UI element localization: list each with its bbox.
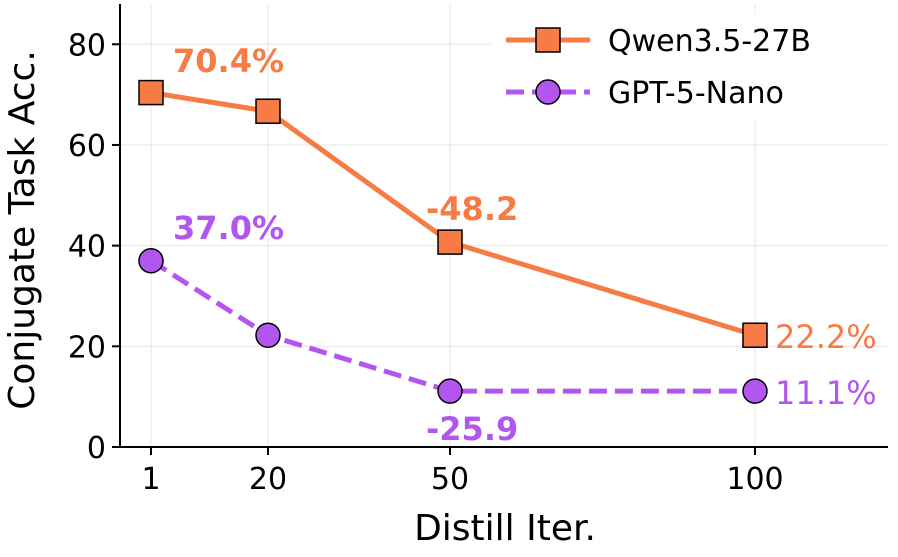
y-tick-label-60: 60 xyxy=(68,129,106,164)
data-point-qwen3-5-27b-100 xyxy=(742,322,768,348)
annotation-gpt-drop: -25.9 xyxy=(426,410,518,448)
legend-marker-gpt xyxy=(535,79,561,105)
series-line-qwen3-5-27b xyxy=(150,90,756,338)
axes: 0 20 40 60 80 1 20 50 100 xyxy=(68,4,888,497)
data-point-qwen3-5-27b-20 xyxy=(255,98,281,124)
data-point-qwen3-5-27b-50 xyxy=(437,229,463,255)
series-line-gpt-5-nano xyxy=(149,258,755,394)
x-tick-label-100: 100 xyxy=(726,462,783,497)
x-tick-label-50: 50 xyxy=(431,462,469,497)
annotations: 70.4% -48.2 22.2% 37.0% -25.9 11.1% xyxy=(173,42,877,448)
y-tick-label-0: 0 xyxy=(87,431,106,466)
annotation-gpt-end: 11.1% xyxy=(775,374,877,412)
data-point-qwen3-5-27b-1 xyxy=(138,79,164,106)
data-point-gpt-5-nano-100 xyxy=(742,378,768,404)
data-point-gpt-5-nano-20 xyxy=(255,322,281,348)
annotation-qwen-end: 22.2% xyxy=(775,318,877,356)
x-tick-label-20: 20 xyxy=(249,462,287,497)
legend: Qwen3.5-27B GPT-5-Nano xyxy=(490,10,888,120)
y-tick-label-20: 20 xyxy=(68,330,106,365)
x-tick-label-1: 1 xyxy=(141,462,160,497)
legend-marker-qwen xyxy=(535,27,561,53)
data-point-gpt-5-nano-1 xyxy=(138,247,164,274)
x-axis-title: Distill Iter. xyxy=(414,508,596,549)
legend-label-qwen: Qwen3.5-27B xyxy=(608,24,811,59)
y-tick-label-80: 80 xyxy=(68,28,106,63)
series-layer xyxy=(138,79,768,404)
legend-label-gpt: GPT-5-Nano xyxy=(608,76,784,111)
y-axis-title: Conjugate Task Acc. xyxy=(2,50,43,410)
annotation-gpt-start: 37.0% xyxy=(173,209,284,247)
annotation-qwen-start: 70.4% xyxy=(173,42,284,80)
data-point-gpt-5-nano-50 xyxy=(437,378,463,404)
annotation-qwen-drop: -48.2 xyxy=(426,190,518,228)
y-tick-label-40: 40 xyxy=(68,230,106,265)
